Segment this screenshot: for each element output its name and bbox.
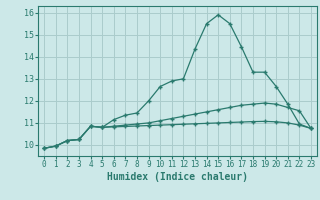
X-axis label: Humidex (Indice chaleur): Humidex (Indice chaleur)	[107, 172, 248, 182]
